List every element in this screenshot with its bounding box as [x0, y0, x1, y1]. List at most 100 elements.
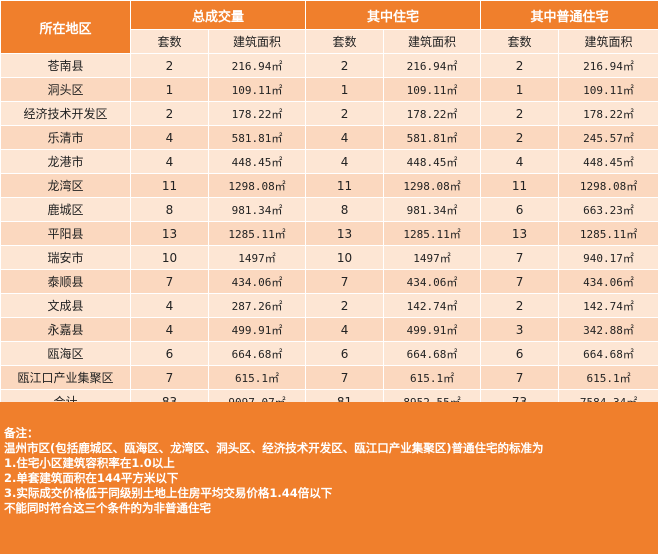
area-cell: 434.06㎡ — [383, 269, 482, 294]
area-cell: 940.17㎡ — [558, 245, 658, 270]
area-cell: 1285.11㎡ — [383, 221, 482, 246]
area-cell: 434.06㎡ — [558, 269, 658, 294]
table-group-header-row: 所在地区 总成交量 其中住宅 其中普通住宅 — [0, 0, 658, 54]
area-cell: 615.1㎡ — [383, 365, 482, 390]
units-cell: 2 — [480, 293, 560, 318]
area-cell: 615.1㎡ — [207, 365, 307, 390]
area-cell: 499.91㎡ — [383, 317, 482, 342]
notes-title: 备注： — [4, 426, 39, 440]
units-cell: 13 — [130, 221, 209, 246]
area-cell: 1497㎡ — [207, 245, 307, 270]
area-cell: 434.06㎡ — [207, 269, 307, 294]
area-cell: 109.11㎡ — [207, 77, 307, 102]
units-cell: 10 — [305, 245, 385, 270]
area-cell: 1497㎡ — [383, 245, 482, 270]
units-cell: 4 — [130, 293, 209, 318]
units-cell: 7 — [130, 269, 209, 294]
area-cell: 664.68㎡ — [383, 341, 482, 366]
region-cell: 泰顺县 — [0, 269, 131, 294]
area-cell: 581.81㎡ — [207, 125, 307, 150]
area-cell: 615.1㎡ — [558, 365, 658, 390]
units-cell: 2 — [130, 101, 209, 126]
subheader-area: 建筑面积 — [207, 29, 307, 54]
units-cell: 7 — [480, 245, 560, 270]
region-cell: 平阳县 — [0, 221, 131, 246]
area-cell: 1285.11㎡ — [207, 221, 307, 246]
area-cell: 245.57㎡ — [558, 125, 658, 150]
notes-line: 2.单套建筑面积在144平方米以下 — [4, 471, 179, 485]
table-row: 乐清市 4 581.81㎡ 4 581.81㎡ 2 245.57㎡ — [0, 125, 658, 150]
area-cell: 664.68㎡ — [207, 341, 307, 366]
area-cell: 664.68㎡ — [558, 341, 658, 366]
units-cell: 4 — [130, 125, 209, 150]
units-cell: 4 — [130, 149, 209, 174]
units-cell: 11 — [480, 173, 560, 198]
area-cell: 981.34㎡ — [207, 197, 307, 222]
units-cell: 8 — [305, 197, 385, 222]
area-cell: 342.88㎡ — [558, 317, 658, 342]
units-cell: 2 — [480, 53, 560, 78]
group-header-residential: 其中住宅 — [305, 0, 482, 30]
area-cell: 448.45㎡ — [558, 149, 658, 174]
region-cell: 经济技术开发区 — [0, 101, 131, 126]
notes-line: 1.住宅小区建筑容积率在1.0以上 — [4, 456, 175, 470]
notes-line: 3.实际成交价格低于同级别土地上住房平均交易价格1.44倍以下 — [4, 486, 333, 500]
table-row: 龙湾区 11 1298.08㎡ 11 1298.08㎡ 11 1298.08㎡ — [0, 173, 658, 198]
table-row: 泰顺县 7 434.06㎡ 7 434.06㎡ 7 434.06㎡ — [0, 269, 658, 294]
table-row: 经济技术开发区 2 178.22㎡ 2 178.22㎡ 2 178.22㎡ — [0, 101, 658, 126]
units-cell: 4 — [130, 317, 209, 342]
group-header-ordinary-residential: 其中普通住宅 — [480, 0, 658, 30]
region-cell: 瓯江口产业集聚区 — [0, 365, 131, 390]
units-cell: 4 — [305, 125, 385, 150]
table-row: 瓯江口产业集聚区 7 615.1㎡ 7 615.1㎡ 7 615.1㎡ — [0, 365, 658, 390]
table-row: 龙港市 4 448.45㎡ 4 448.45㎡ 4 448.45㎡ — [0, 149, 658, 174]
units-cell: 3 — [480, 317, 560, 342]
area-cell: 581.81㎡ — [383, 125, 482, 150]
units-cell: 6 — [480, 197, 560, 222]
table-row: 文成县 4 287.26㎡ 2 142.74㎡ 2 142.74㎡ — [0, 293, 658, 318]
notes-line: 不能同时符合这三个条件的为非普通住宅 — [4, 501, 211, 515]
group-header-total: 总成交量 — [129, 0, 307, 30]
units-cell: 6 — [480, 341, 560, 366]
area-cell: 216.94㎡ — [207, 53, 307, 78]
region-cell: 龙港市 — [0, 149, 131, 174]
area-cell: 1285.11㎡ — [558, 221, 658, 246]
region-cell: 洞头区 — [0, 77, 131, 102]
subheader-units: 套数 — [305, 29, 385, 54]
area-cell: 981.34㎡ — [383, 197, 482, 222]
area-cell: 216.94㎡ — [383, 53, 482, 78]
area-cell: 287.26㎡ — [207, 293, 307, 318]
area-cell: 448.45㎡ — [383, 149, 482, 174]
subheader-units: 套数 — [480, 29, 560, 54]
notes-line: 温州市区(包括鹿城区、瓯海区、龙湾区、洞头区、经济技术开发区、瓯江口产业集聚区)… — [4, 441, 544, 455]
units-cell: 2 — [480, 101, 560, 126]
subheader-area: 建筑面积 — [558, 29, 658, 54]
units-cell: 4 — [480, 149, 560, 174]
units-cell: 6 — [130, 341, 209, 366]
table-subheader-row: 套数 建筑面积 套数 建筑面积 套数 建筑面积 — [1, 29, 658, 54]
region-cell: 龙湾区 — [0, 173, 131, 198]
region-cell: 瑞安市 — [0, 245, 131, 270]
table-row: 洞头区 1 109.11㎡ 1 109.11㎡ 1 109.11㎡ — [0, 77, 658, 102]
area-cell: 1298.08㎡ — [558, 173, 658, 198]
area-cell: 1298.08㎡ — [207, 173, 307, 198]
region-cell: 鹿城区 — [0, 197, 131, 222]
units-cell: 7 — [480, 365, 560, 390]
region-cell: 永嘉县 — [0, 317, 131, 342]
units-cell: 4 — [305, 317, 385, 342]
table-row: 平阳县 13 1285.11㎡ 13 1285.11㎡ 13 1285.11㎡ — [0, 221, 658, 246]
subheader-units: 套数 — [130, 29, 209, 54]
area-cell: 109.11㎡ — [558, 77, 658, 102]
region-cell: 文成县 — [0, 293, 131, 318]
housing-sales-table: 所在地区 总成交量 其中住宅 其中普通住宅 套数 建筑面积 套数 建筑面积 套数… — [0, 0, 658, 414]
units-cell: 13 — [305, 221, 385, 246]
area-cell: 109.11㎡ — [383, 77, 482, 102]
units-cell: 6 — [305, 341, 385, 366]
subheader-area: 建筑面积 — [383, 29, 482, 54]
units-cell: 2 — [130, 53, 209, 78]
units-cell: 1 — [480, 77, 560, 102]
units-cell: 2 — [305, 53, 385, 78]
region-cell: 瓯海区 — [0, 341, 131, 366]
notes-section: 备注： 温州市区(包括鹿城区、瓯海区、龙湾区、洞头区、经济技术开发区、瓯江口产业… — [0, 402, 658, 554]
